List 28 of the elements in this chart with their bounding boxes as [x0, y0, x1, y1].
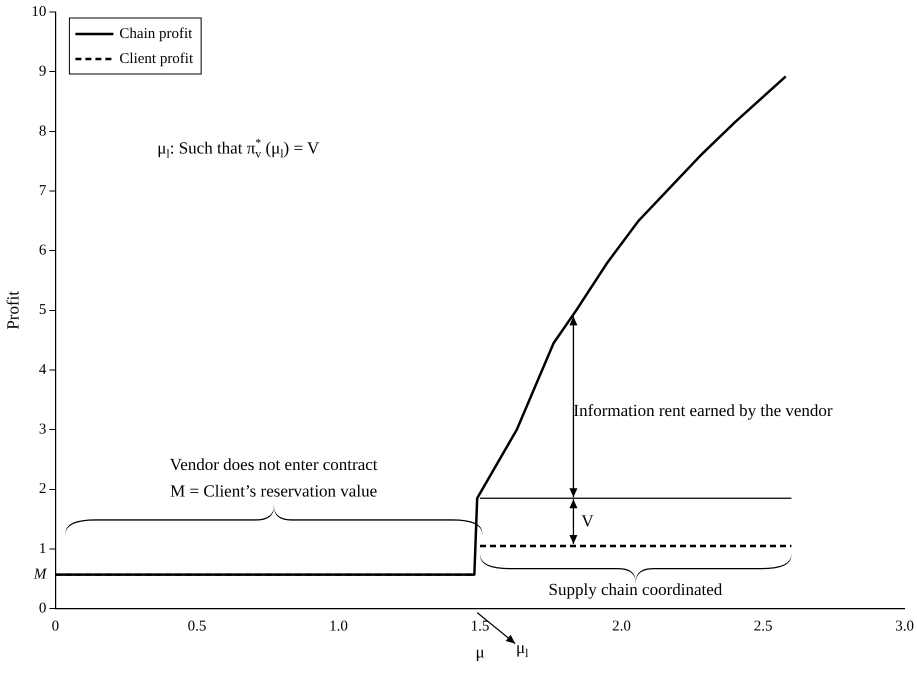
x-tick-label: 0 — [52, 618, 60, 635]
y-tick-label: M — [32, 566, 48, 583]
y-tick-label: 1 — [38, 540, 46, 557]
x-tick-label: 1.5 — [470, 618, 490, 635]
legend-label: Chain profit — [119, 26, 194, 42]
annotation: V — [581, 512, 594, 531]
annotation: M = Client’s reservation value — [170, 482, 378, 501]
y-tick-label: 4 — [38, 362, 47, 378]
legend-label: Client profit — [119, 50, 194, 67]
x-tick-label: 2.5 — [754, 618, 772, 635]
y-tick-label: 3 — [38, 422, 46, 438]
y-tick-label: 10 — [31, 4, 46, 20]
y-axis-title: Profit — [4, 290, 23, 330]
annotation: Vendor does not enter contract — [170, 454, 378, 474]
x-tick-label: 2.0 — [612, 618, 631, 635]
y-tick-label: 0 — [38, 600, 46, 617]
x-tick-label: 0.5 — [188, 618, 206, 635]
annotation: Information rent earned by the vendor — [573, 401, 833, 420]
y-tick-label: 9 — [38, 64, 46, 80]
x-tick-label: 1.0 — [329, 618, 348, 635]
y-tick-label: 5 — [38, 302, 46, 318]
annotation: Supply chain coordinated — [548, 580, 723, 600]
x-tick-label: 3.0 — [895, 618, 914, 635]
y-tick-label: 7 — [38, 182, 47, 199]
y-tick-label: 6 — [38, 242, 47, 259]
y-tick-label: 8 — [38, 123, 46, 140]
y-tick-label: 2 — [38, 481, 46, 498]
x-axis-title: μ — [475, 642, 485, 662]
